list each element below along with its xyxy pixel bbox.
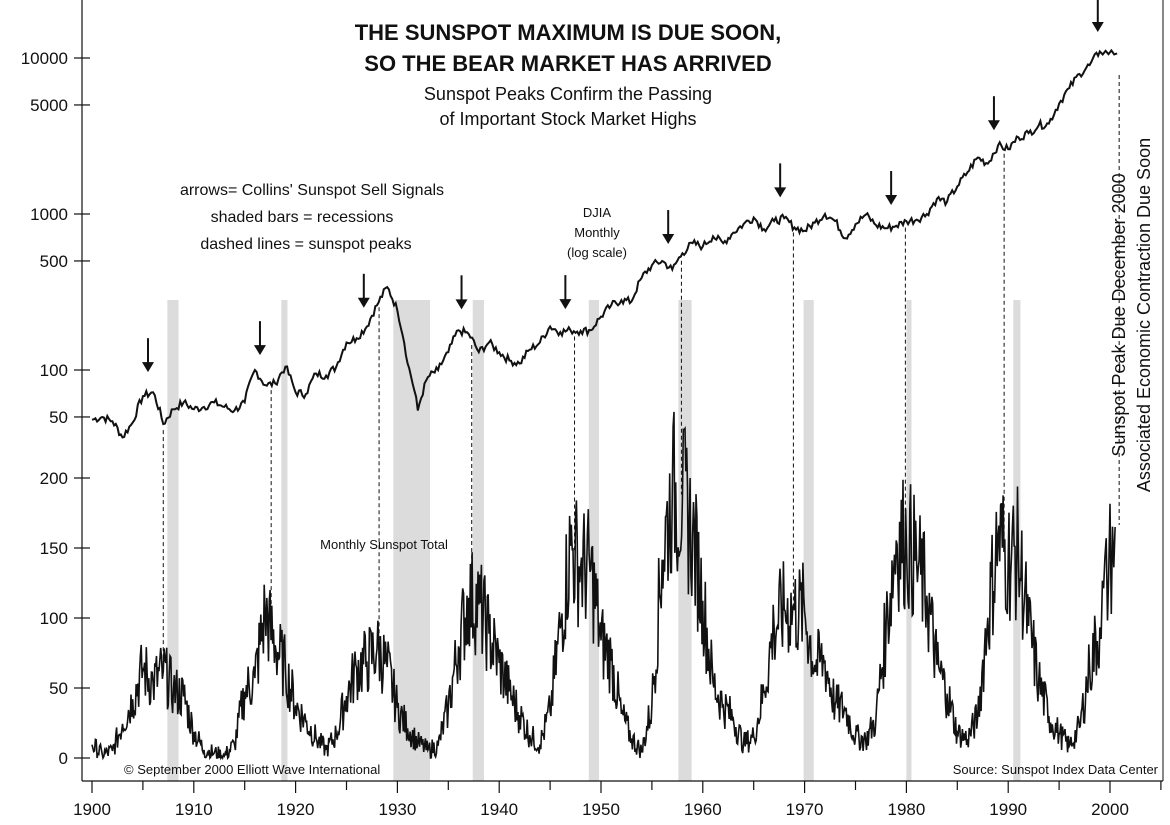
chart-subtitle-line-1: Sunspot Peaks Confirm the Passing: [424, 84, 712, 104]
sell-signal-arrow-head: [253, 345, 266, 356]
x-tick-label: 1920: [277, 800, 315, 819]
source: Source: Sunspot Index Data Center: [953, 762, 1159, 777]
djia-tick-label: 500: [40, 252, 68, 271]
recession-bar: [281, 300, 288, 781]
sunspot-tick-label: 150: [40, 539, 68, 558]
legend-note-dashed: dashed lines = sunspot peaks: [200, 236, 411, 253]
copyright: © September 2000 Elliott Wave Internatio…: [124, 762, 380, 777]
sunspot-line: [91, 411, 1116, 761]
sell-signal-arrow-head: [774, 187, 787, 198]
sell-signal-arrow-head: [662, 234, 675, 245]
sunspot-tick-label: 100: [40, 609, 68, 628]
recession-bar: [803, 300, 814, 781]
sell-signal-arrow-head: [455, 299, 468, 310]
sunspot-peak-lines: [162, 75, 1120, 668]
djia-tick-label: 50: [49, 408, 68, 427]
chart-title-line-2: SO THE BEAR MARKET HAS ARRIVED: [364, 51, 771, 76]
x-tick-label: 1980: [887, 800, 925, 819]
right-annotation-2: Associated Economic Contraction Due Soon: [1134, 138, 1154, 492]
legend-note-arrows: arrows= Collins' Sunspot Sell Signals: [180, 182, 444, 199]
axes: 50 100 500 1000 5000 10000 0 50 100 150 200 1900 191…: [21, 0, 1164, 819]
x-tick-label: 1970: [786, 800, 824, 819]
sell-signal-arrow-head: [1091, 22, 1104, 33]
sell-signal-arrow-head: [141, 362, 154, 373]
djia-tick-label: 10000: [21, 49, 68, 68]
sunspot-label: Monthly Sunspot Total: [320, 537, 448, 552]
recession-bar: [472, 300, 484, 781]
chart-title-line-1: THE SUNSPOT MAXIMUM IS DUE SOON,: [355, 20, 782, 45]
sunspot-tick-label: 200: [40, 469, 68, 488]
sell-signal-arrow-head: [559, 299, 572, 310]
right-annotation-1: Sunspot Peak Due December 2000: [1109, 173, 1129, 456]
sell-signal-arrows: [141, 0, 1104, 373]
djia-tick-label: 100: [40, 361, 68, 380]
recession-bars: [167, 300, 1021, 781]
sunspot-tick-label: 50: [49, 679, 68, 698]
recession-bar: [588, 300, 599, 781]
recession-bar: [678, 300, 692, 781]
sell-signal-arrow-head: [885, 195, 898, 206]
djia-line: [91, 48, 1118, 439]
x-tick-label: 1960: [684, 800, 722, 819]
djia-label-1: DJIA: [583, 205, 612, 220]
djia-label-2: Monthly: [574, 225, 620, 240]
djia-label-3: (log scale): [567, 245, 627, 260]
sell-signal-arrow-head: [987, 120, 1000, 131]
x-tick-label: 1900: [73, 800, 111, 819]
recession-bar: [167, 300, 179, 781]
chart-subtitle-line-2: of Important Stock Market Highs: [439, 109, 696, 129]
x-tick-label: 1940: [480, 800, 518, 819]
djia-tick-label: 1000: [30, 205, 68, 224]
sell-signal-arrow-head: [357, 297, 370, 308]
sunspot-tick-label: 0: [59, 749, 68, 768]
x-tick-label: 1910: [175, 800, 213, 819]
x-tick-label: 1950: [582, 800, 620, 819]
djia-tick-label: 5000: [30, 96, 68, 115]
x-tick-label: 2000: [1091, 800, 1129, 819]
x-tick-label: 1930: [378, 800, 416, 819]
x-tick-label: 1990: [989, 800, 1027, 819]
legend-note-shaded: shaded bars = recessions: [211, 209, 394, 226]
